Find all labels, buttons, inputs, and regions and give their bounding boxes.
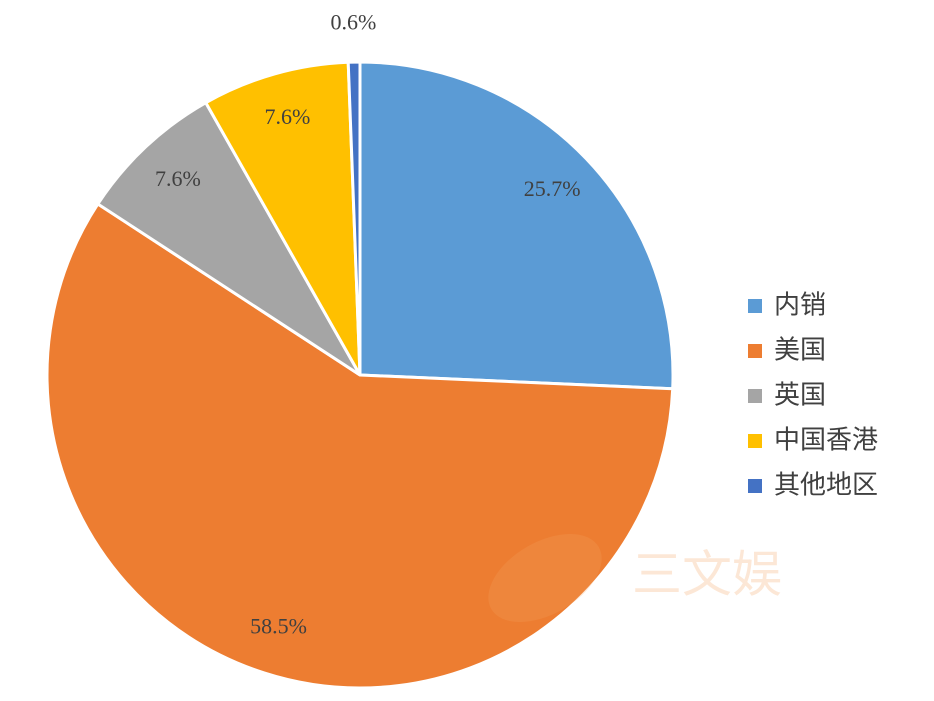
legend-swatch bbox=[748, 479, 762, 493]
legend-swatch bbox=[748, 299, 762, 313]
legend-swatch bbox=[748, 344, 762, 358]
watermark: 三文娱 bbox=[632, 546, 782, 604]
legend-label: 中国香港 bbox=[774, 426, 878, 456]
legend-label: 其他地区 bbox=[774, 471, 878, 501]
data-label: 7.6% bbox=[264, 104, 310, 129]
data-label: 58.5% bbox=[250, 613, 307, 638]
data-label: 0.6% bbox=[330, 10, 376, 35]
pie-slice bbox=[203, 60, 362, 376]
legend-swatch bbox=[748, 389, 762, 403]
legend-swatch bbox=[748, 434, 762, 448]
pie-slice bbox=[45, 201, 675, 690]
watermark-logo bbox=[488, 534, 602, 622]
legend-label: 美国 bbox=[774, 336, 826, 366]
pie bbox=[45, 60, 675, 690]
watermark-group: 三文娱 bbox=[488, 534, 782, 622]
pie-slice bbox=[346, 60, 362, 376]
legend-label: 内销 bbox=[774, 291, 826, 321]
pie-slice bbox=[358, 60, 675, 391]
pie-slice bbox=[95, 100, 362, 377]
data-label: 25.7% bbox=[524, 176, 581, 201]
legend-label: 英国 bbox=[774, 381, 826, 411]
data-label: 7.6% bbox=[155, 166, 201, 191]
